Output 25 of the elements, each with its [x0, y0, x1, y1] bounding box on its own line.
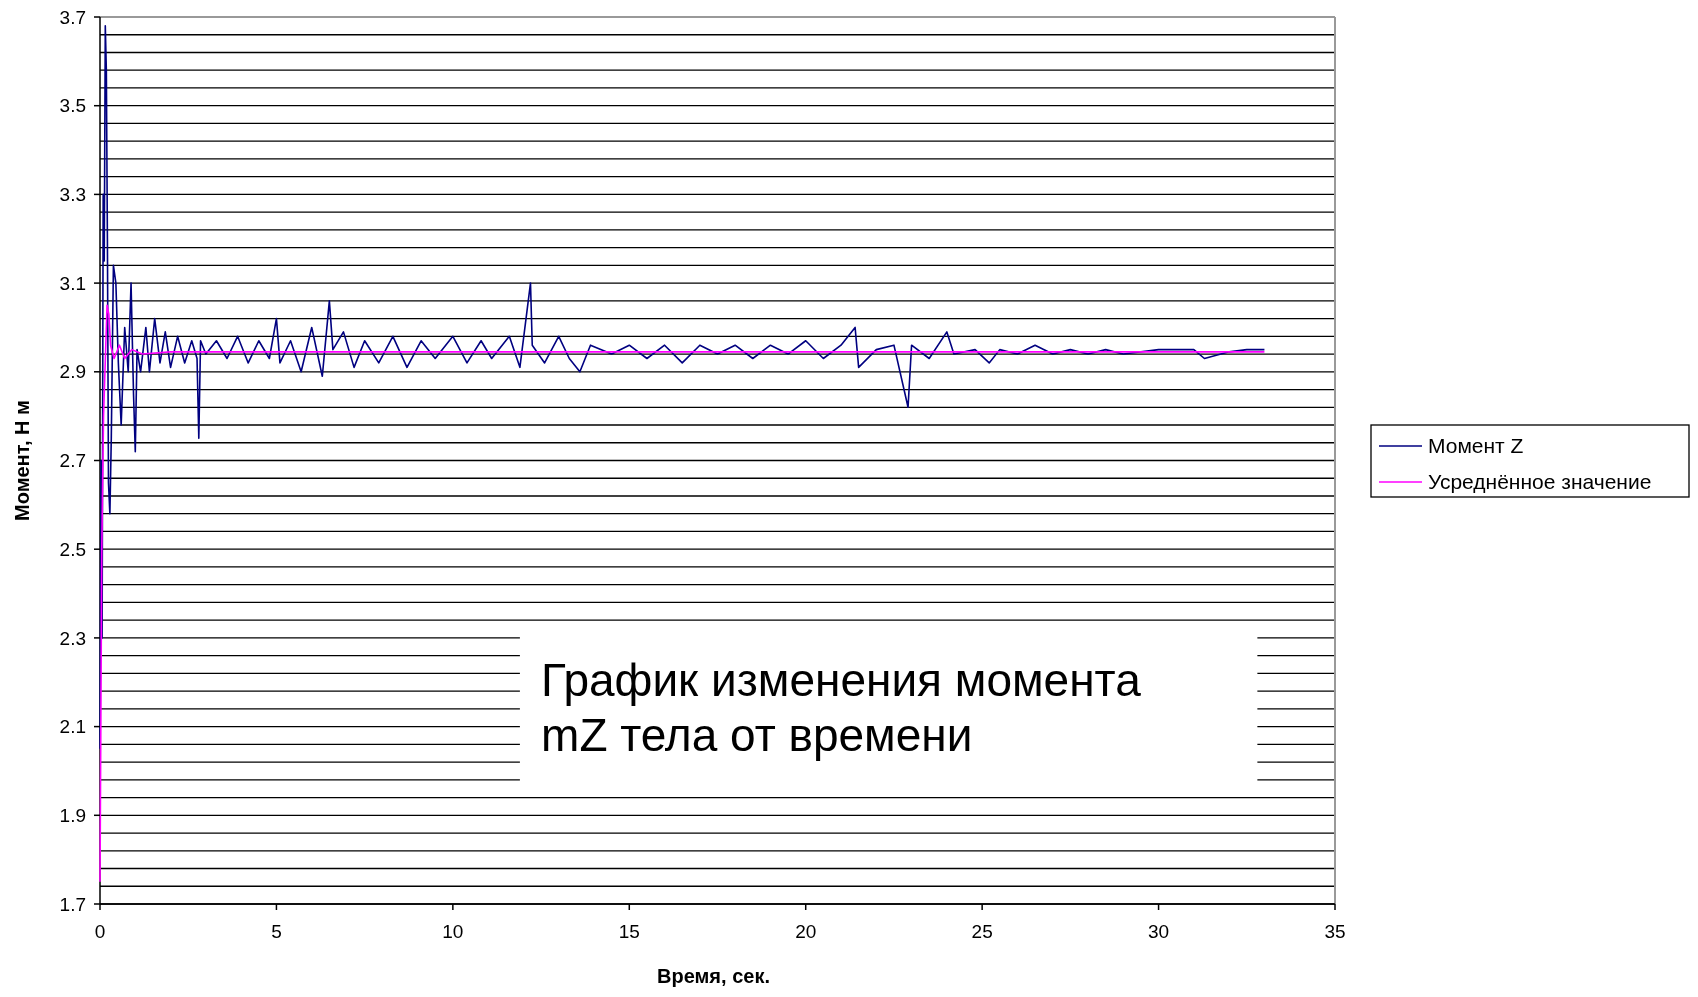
y-tick-label: 2.7 [59, 450, 86, 472]
y-tick-label: 3.5 [59, 95, 86, 117]
x-axis-title: Время, сек. [657, 965, 770, 987]
y-tick-label: 3.1 [59, 272, 86, 294]
x-tick-label: 30 [1148, 921, 1170, 942]
y-tick-label: 1.9 [59, 804, 86, 826]
x-tick-label: 10 [442, 921, 464, 942]
y-tick-label: 2.9 [59, 361, 86, 383]
legend-label: Усреднённое значение [1428, 470, 1652, 494]
x-tick-label: 5 [271, 921, 282, 942]
x-tick-label: 20 [795, 921, 817, 942]
y-tick-label: 2.5 [59, 538, 86, 560]
x-tick-label: 15 [618, 921, 640, 942]
legend-label: Момент Z [1428, 434, 1524, 458]
y-tick-label: 2.3 [59, 627, 86, 649]
y-tick-label: 3.7 [59, 6, 86, 28]
y-tick-label: 3.3 [59, 184, 86, 206]
x-tick-label: 0 [94, 921, 106, 942]
x-tick-label: 35 [1324, 921, 1346, 942]
x-tick-label: 25 [971, 921, 993, 942]
y-axis-title: Момент, Н м [11, 400, 33, 521]
y-tick-label: 1.7 [59, 893, 86, 915]
y-tick-label: 2.1 [59, 716, 86, 738]
text: График изменения момента mZ тела от времени [541, 653, 1142, 761]
line-series [99, 304, 1266, 883]
